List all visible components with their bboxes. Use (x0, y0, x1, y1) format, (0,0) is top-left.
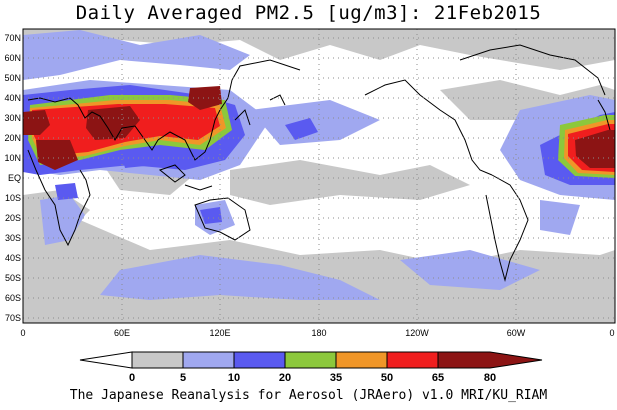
colorbar-label-80: 80 (484, 372, 496, 384)
colorbar-swatch-5 (335, 351, 388, 369)
lat-label-50s: 50S (5, 273, 21, 283)
footer-credit: The Japanese Reanalysis for Aerosol (JRA… (69, 388, 548, 403)
lat-label-30s: 30S (5, 233, 21, 243)
colorbar-label-50: 50 (381, 372, 393, 384)
lat-label-30n: 30N (4, 113, 21, 123)
lon-label-120w: 120W (405, 328, 429, 338)
map-title: Daily Averaged PM2.5 [ug/m3]: 21Feb2015 (75, 2, 542, 24)
lon-label-60w: 60W (507, 328, 526, 338)
lon-label-0-left: 0 (20, 328, 25, 338)
colorbar-swatch-7 (437, 351, 543, 369)
lon-label-180: 180 (311, 328, 326, 338)
colorbar-swatch-6 (386, 351, 439, 369)
lat-label-20n: 20N (4, 133, 21, 143)
colorbar-label-0: 0 (129, 372, 135, 384)
colorbar-swatch-1 (131, 351, 184, 369)
colorbar-label-35: 35 (330, 372, 342, 384)
lon-label-60e: 60E (114, 328, 130, 338)
colorbar-label-10: 10 (228, 372, 240, 384)
colorbar-label-20: 20 (279, 372, 291, 384)
lat-label-eq: EQ (8, 173, 21, 183)
colorbar (79, 351, 543, 369)
lat-label-10s: 10S (5, 193, 21, 203)
lat-label-10n: 10N (4, 153, 21, 163)
lat-label-20s: 20S (5, 213, 21, 223)
colorbar-swatch-2 (182, 351, 235, 369)
colorbar-label-65: 65 (432, 372, 444, 384)
lat-label-70s: 70S (5, 313, 21, 323)
colorbar-swatch-4 (284, 351, 337, 369)
colorbar-swatch-0 (79, 351, 133, 369)
colorbar-swatch-3 (233, 351, 286, 369)
lat-label-50n: 50N (4, 73, 21, 83)
pm25-field (23, 29, 615, 323)
lat-label-60s: 60S (5, 293, 21, 303)
lat-label-40s: 40S (5, 253, 21, 263)
graticule (23, 29, 615, 323)
lat-label-60n: 60N (4, 53, 21, 63)
colorbar-label-5: 5 (180, 372, 186, 384)
lon-label-120e: 120E (209, 328, 230, 338)
lat-label-40n: 40N (4, 93, 21, 103)
lon-label-0-right: 0 (609, 328, 614, 338)
lat-label-70n: 70N (4, 33, 21, 43)
